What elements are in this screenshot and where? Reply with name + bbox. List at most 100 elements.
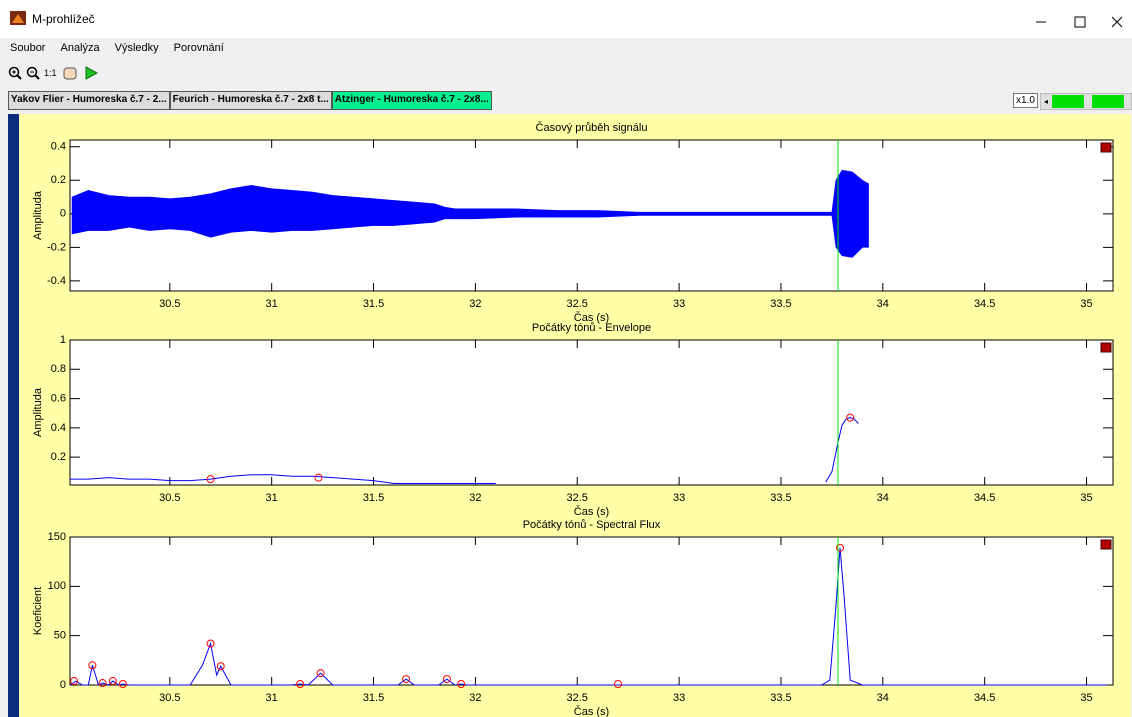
x-tick-label: 33.5 <box>770 692 791 704</box>
left-strip <box>8 114 19 717</box>
close-plot[interactable] <box>1100 142 1112 153</box>
x-tick-label: 33 <box>673 298 685 310</box>
plot-title: Časový průběh signálu <box>536 121 648 134</box>
x-tick-label: 34 <box>877 492 889 504</box>
x-tick-label: 31 <box>266 692 278 704</box>
onset-marker <box>118 680 127 689</box>
x-tick-label: 32 <box>469 492 481 504</box>
onset-marker <box>296 680 305 689</box>
tab[interactable]: Yakov Flier - Humoreska č.7 - 2... <box>8 91 170 110</box>
menu-bar: Soubor Analýza Výsledky Porovnání <box>0 42 229 62</box>
onset-marker <box>70 677 79 686</box>
menu-item[interactable]: Analýza <box>60 42 100 54</box>
onset-marker <box>316 669 325 678</box>
y-tick-label: 1 <box>60 334 66 346</box>
x-tick-label: 31.5 <box>363 492 384 504</box>
onset-marker <box>314 473 323 482</box>
menu-item[interactable]: Výsledky <box>114 42 159 54</box>
x-tick-label: 32 <box>469 692 481 704</box>
y-tick-label: 150 <box>48 531 66 543</box>
play[interactable] <box>83 65 99 81</box>
x-tick-label: 33 <box>673 692 685 704</box>
y-tick-label: 0 <box>60 679 66 691</box>
tab[interactable]: Atzinger - Humoreska č.7 - 2x8... <box>331 91 492 110</box>
x-tick-label: 34.5 <box>974 492 995 504</box>
onset-marker <box>98 679 107 688</box>
y-tick-label: 100 <box>48 580 66 592</box>
x-axis-label: Čas (s) <box>574 311 609 324</box>
onset-marker <box>88 661 97 670</box>
y-tick-label: 0.4 <box>51 422 66 434</box>
speed-box[interactable]: x1.0 <box>1013 93 1038 108</box>
x-tick-label: 33.5 <box>770 298 791 310</box>
zoom-out[interactable] <box>26 66 40 80</box>
onset-marker <box>457 680 466 689</box>
x-tick-label: 33 <box>673 492 685 504</box>
signal <box>71 169 869 258</box>
x-tick-label: 35 <box>1080 692 1092 704</box>
y-tick-label: 0.4 <box>51 141 66 153</box>
onset-marker <box>206 639 215 648</box>
onset-marker <box>846 413 855 422</box>
onset-marker <box>442 675 451 684</box>
tab-bar: Yakov Flier - Humoreska č.7 - 2... Feuric… <box>8 91 492 111</box>
y-tick-label: 0.6 <box>51 392 66 404</box>
pan[interactable] <box>61 65 79 81</box>
x-tick-label: 31 <box>266 492 278 504</box>
x-tick-label: 32.5 <box>567 298 588 310</box>
x-tick-label: 34.5 <box>974 692 995 704</box>
onset-marker <box>402 675 411 684</box>
axes <box>69 536 1114 686</box>
onset-marker <box>836 543 845 552</box>
x-tick-label: 34.5 <box>974 298 995 310</box>
x-axis-label: Čas (s) <box>574 705 609 717</box>
x-tick-label: 32.5 <box>567 692 588 704</box>
x-tick-label: 34 <box>877 692 889 704</box>
onset-marker <box>108 677 117 686</box>
curve <box>69 547 1107 686</box>
window-title: M-prohlížeč <box>32 12 95 26</box>
x-axis-label: Čas (s) <box>574 505 609 518</box>
y-tick-label: 0.2 <box>51 174 66 186</box>
close-plot[interactable] <box>1100 342 1112 353</box>
onset-marker <box>216 662 225 671</box>
toolbar: 1:1 <box>8 65 99 81</box>
x-tick-label: 31 <box>266 298 278 310</box>
y-tick-label: 0 <box>60 208 66 220</box>
x-tick-label: 31.5 <box>363 298 384 310</box>
zoom-in[interactable] <box>8 66 22 80</box>
x-tick-label: 32 <box>469 298 481 310</box>
zoom-reset[interactable]: 1:1 <box>44 68 57 78</box>
window-controls[interactable] <box>1030 14 1130 30</box>
y-tick-label: 50 <box>54 630 66 642</box>
x-tick-label: 35 <box>1080 298 1092 310</box>
y-tick-label: -0.2 <box>47 241 66 253</box>
x-tick-label: 34 <box>877 298 889 310</box>
tab[interactable]: Feurich - Humoreska č.7 - 2x8 t... <box>169 91 332 110</box>
x-tick-label: 30.5 <box>159 692 180 704</box>
y-tick-label: 0.2 <box>51 451 66 463</box>
x-tick-label: 31.5 <box>363 692 384 704</box>
menu-item[interactable]: Porovnání <box>173 42 224 54</box>
onset-marker <box>613 680 622 689</box>
onset-marker <box>206 475 215 484</box>
plot-title: Počátky tónů - Envelope <box>532 322 651 334</box>
y-axis-label: Amplituda <box>32 190 44 240</box>
title-bar: M-prohlížeč <box>0 0 1132 38</box>
y-tick-label: 0.8 <box>51 363 66 375</box>
x-tick-label: 32.5 <box>567 492 588 504</box>
x-tick-label: 30.5 <box>159 298 180 310</box>
x-tick-label: 30.5 <box>159 492 180 504</box>
close-plot[interactable] <box>1100 539 1112 550</box>
x-tick-label: 33.5 <box>770 492 791 504</box>
x-tick-label: 35 <box>1080 492 1092 504</box>
y-axis-label: Amplituda <box>32 387 44 437</box>
app-icon <box>10 11 26 25</box>
slider[interactable]: ◂ <box>1040 93 1132 110</box>
svg-text:◂: ◂ <box>1044 97 1048 106</box>
plot-title: Počátky tónů - Spectral Flux <box>523 519 661 531</box>
y-tick-label: -0.4 <box>47 275 66 287</box>
menu-item[interactable]: Soubor <box>10 42 46 54</box>
